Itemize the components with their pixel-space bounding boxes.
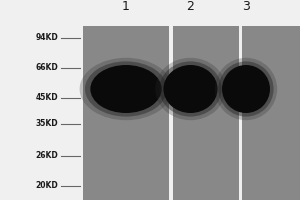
Ellipse shape [155,58,226,120]
Text: 1: 1 [122,0,130,12]
Text: 66KD: 66KD [36,64,58,72]
Text: 20KD: 20KD [36,182,58,190]
Ellipse shape [85,61,167,117]
Text: 45KD: 45KD [36,94,58,102]
Ellipse shape [218,61,274,117]
Ellipse shape [90,65,162,113]
Bar [82,26,169,200]
Ellipse shape [159,61,222,117]
Bar [242,26,300,200]
Ellipse shape [80,58,172,120]
Text: 2: 2 [187,0,194,12]
Text: 94KD: 94KD [36,33,58,43]
Text: 26KD: 26KD [36,152,58,160]
Text: 3: 3 [242,0,250,12]
Ellipse shape [215,58,277,120]
Bar [0,0,81,200]
Text: 35KD: 35KD [36,119,58,129]
Bar [172,26,239,200]
Ellipse shape [222,65,270,113]
Ellipse shape [164,65,217,113]
